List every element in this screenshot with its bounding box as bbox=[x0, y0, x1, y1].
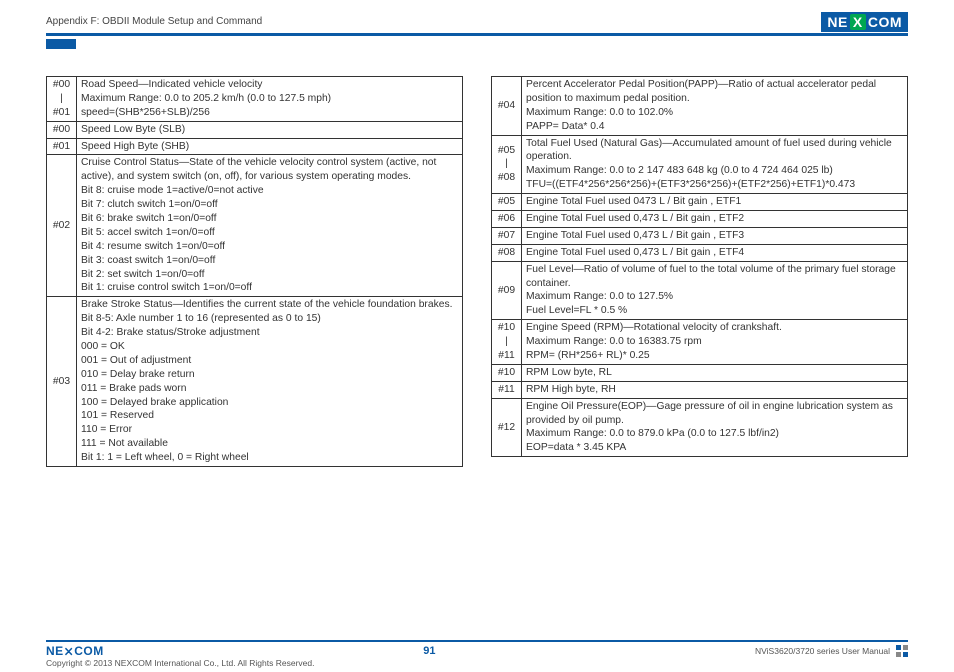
table-row: #10 | #11Engine Speed (RPM)—Rotational v… bbox=[492, 320, 908, 365]
row-index: #12 bbox=[492, 398, 522, 457]
table-row: #03Brake Stroke Status—Identifies the cu… bbox=[47, 297, 463, 467]
row-index: #10 bbox=[492, 364, 522, 381]
row-text: Engine Total Fuel used 0473 L / Bit gain… bbox=[522, 194, 908, 211]
right-table: #04Percent Accelerator Pedal Position(PA… bbox=[491, 76, 908, 457]
brand-right: COM bbox=[868, 14, 902, 30]
row-index: #05 bbox=[492, 194, 522, 211]
header-title: Appendix F: OBDII Module Setup and Comma… bbox=[46, 16, 262, 27]
row-index: #06 bbox=[492, 211, 522, 228]
right-column: #04Percent Accelerator Pedal Position(PA… bbox=[491, 76, 908, 467]
brand-x-icon: X bbox=[850, 14, 866, 30]
table-row: #05 | #08Total Fuel Used (Natural Gas)—A… bbox=[492, 135, 908, 194]
row-text: Speed High Byte (SHB) bbox=[77, 138, 463, 155]
row-text: RPM High byte, RH bbox=[522, 381, 908, 398]
left-column: #00 | #01Road Speed—Indicated vehicle ve… bbox=[46, 76, 463, 467]
row-index: #04 bbox=[492, 77, 522, 136]
footer-right: NViS3620/3720 series User Manual bbox=[755, 645, 908, 657]
row-index: #01 bbox=[47, 138, 77, 155]
row-text: Speed Low Byte (SLB) bbox=[77, 121, 463, 138]
row-text: Road Speed—Indicated vehicle velocity Ma… bbox=[77, 77, 463, 122]
row-text: Brake Stroke Status—Identifies the curre… bbox=[77, 297, 463, 467]
page-footer: NE⨯COM Copyright © 2013 NEXCOM Internati… bbox=[46, 640, 908, 658]
row-index: #09 bbox=[492, 261, 522, 320]
table-row: #10RPM Low byte, RL bbox=[492, 364, 908, 381]
left-table: #00 | #01Road Speed—Indicated vehicle ve… bbox=[46, 76, 463, 467]
row-text: Cruise Control Status—State of the vehic… bbox=[77, 155, 463, 297]
row-text: RPM Low byte, RL bbox=[522, 364, 908, 381]
table-row: #09Fuel Level—Ratio of volume of fuel to… bbox=[492, 261, 908, 320]
row-index: #07 bbox=[492, 227, 522, 244]
row-index: #02 bbox=[47, 155, 77, 297]
brand-left: NE bbox=[827, 14, 847, 30]
row-text: Engine Total Fuel used 0,473 L / Bit gai… bbox=[522, 244, 908, 261]
footer-docref: NViS3620/3720 series User Manual bbox=[755, 646, 890, 656]
content-area: #00 | #01Road Speed—Indicated vehicle ve… bbox=[46, 76, 908, 467]
page-number: 91 bbox=[423, 645, 435, 657]
row-index: #03 bbox=[47, 297, 77, 467]
table-row: #06Engine Total Fuel used 0,473 L / Bit … bbox=[492, 211, 908, 228]
row-index: #08 bbox=[492, 244, 522, 261]
brand-logo: NE X COM bbox=[821, 12, 908, 32]
table-row: #12Engine Oil Pressure(EOP)—Gage pressur… bbox=[492, 398, 908, 457]
table-row: #07Engine Total Fuel used 0,473 L / Bit … bbox=[492, 227, 908, 244]
row-index: #05 | #08 bbox=[492, 135, 522, 194]
footer-brand: NE⨯COM bbox=[46, 644, 104, 658]
row-text: Percent Accelerator Pedal Position(PAPP)… bbox=[522, 77, 908, 136]
table-row: #08Engine Total Fuel used 0,473 L / Bit … bbox=[492, 244, 908, 261]
row-index: #00 | #01 bbox=[47, 77, 77, 122]
table-row: #00 | #01Road Speed—Indicated vehicle ve… bbox=[47, 77, 463, 122]
footer-left: NE⨯COM bbox=[46, 644, 104, 658]
table-row: #00Speed Low Byte (SLB) bbox=[47, 121, 463, 138]
row-index: #10 | #11 bbox=[492, 320, 522, 365]
table-row: #05Engine Total Fuel used 0473 L / Bit g… bbox=[492, 194, 908, 211]
row-index: #00 bbox=[47, 121, 77, 138]
row-text: Engine Speed (RPM)—Rotational velocity o… bbox=[522, 320, 908, 365]
row-text: Engine Total Fuel used 0,473 L / Bit gai… bbox=[522, 211, 908, 228]
table-row: #02Cruise Control Status—State of the ve… bbox=[47, 155, 463, 297]
row-text: Total Fuel Used (Natural Gas)—Accumulate… bbox=[522, 135, 908, 194]
table-row: #04Percent Accelerator Pedal Position(PA… bbox=[492, 77, 908, 136]
row-index: #11 bbox=[492, 381, 522, 398]
footer-copyright: Copyright © 2013 NEXCOM International Co… bbox=[46, 658, 314, 668]
row-text: Engine Oil Pressure(EOP)—Gage pressure o… bbox=[522, 398, 908, 457]
footer-square-icon bbox=[896, 645, 908, 657]
header-tab-decoration bbox=[46, 39, 76, 49]
table-row: #01Speed High Byte (SHB) bbox=[47, 138, 463, 155]
page-header: Appendix F: OBDII Module Setup and Comma… bbox=[46, 10, 908, 36]
row-text: Engine Total Fuel used 0,473 L / Bit gai… bbox=[522, 227, 908, 244]
table-row: #11RPM High byte, RH bbox=[492, 381, 908, 398]
row-text: Fuel Level—Ratio of volume of fuel to th… bbox=[522, 261, 908, 320]
